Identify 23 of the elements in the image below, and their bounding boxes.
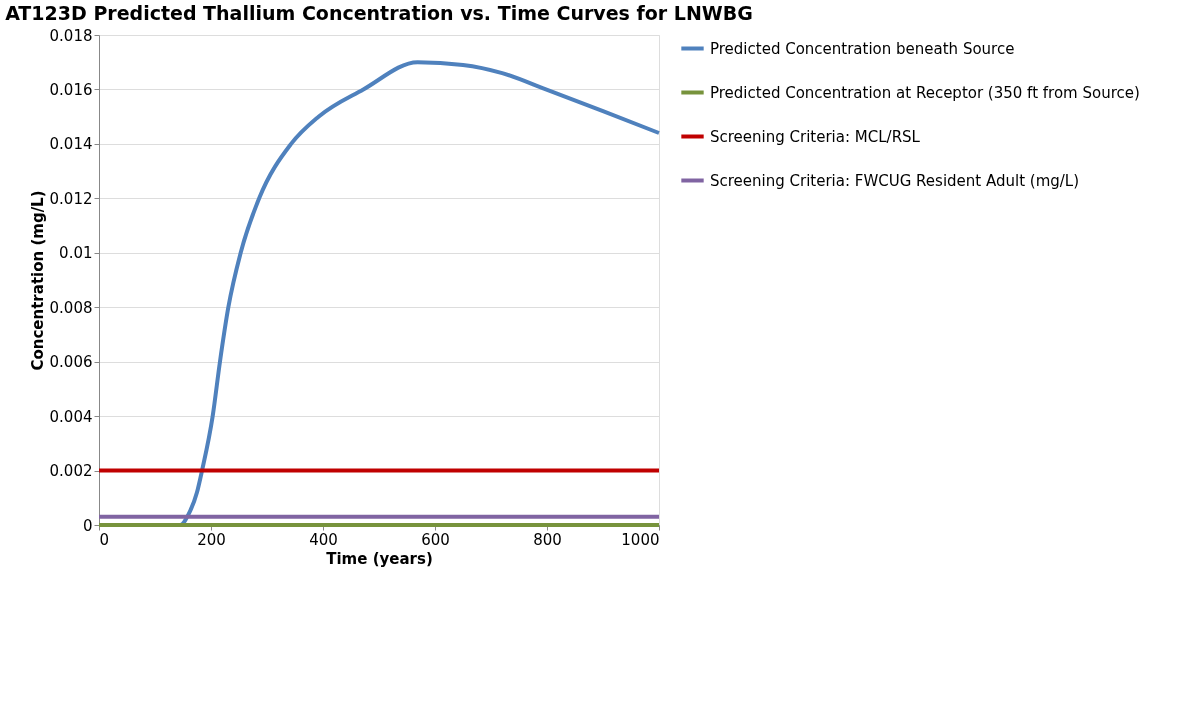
- legend-label: Predicted Concentration beneath Source: [710, 39, 1015, 58]
- y-tick-label: 0.006: [49, 353, 93, 372]
- x-tick-label: 400: [309, 530, 338, 549]
- y-tick-label: 0.016: [49, 80, 93, 99]
- x-tick-label: 0: [99, 530, 110, 549]
- y-tick-label: 0.012: [49, 189, 93, 208]
- y-tick-label: 0.01: [59, 244, 93, 263]
- x-tick-label: 1000: [621, 530, 660, 549]
- x-axis-title: Time (years): [326, 549, 433, 568]
- legend-label: Screening Criteria: MCL/RSL: [710, 127, 921, 146]
- x-tick-label: 600: [421, 530, 450, 549]
- y-tick-label: 0.004: [49, 407, 93, 426]
- y-tick-label: 0: [82, 516, 93, 535]
- x-tick-label: 800: [533, 530, 562, 549]
- y-tick-label: 0.002: [49, 462, 93, 481]
- legend-label: Screening Criteria: FWCUG Resident Adult (mg/L): [710, 171, 1080, 190]
- y-tick-label: 0.008: [49, 298, 93, 317]
- y-tick-label: 0.014: [49, 135, 93, 154]
- legend-label: Predicted Concentration at Receptor (350 ft from Source): [710, 83, 1140, 102]
- y-tick-label: 0.018: [49, 26, 93, 45]
- y-axis-title: Concentration (mg/L): [28, 190, 47, 371]
- chart-title: AT123D Predicted Thallium Concentration vs. Time Curves for LNWBG: [5, 2, 753, 24]
- x-tick-label: 200: [197, 530, 226, 549]
